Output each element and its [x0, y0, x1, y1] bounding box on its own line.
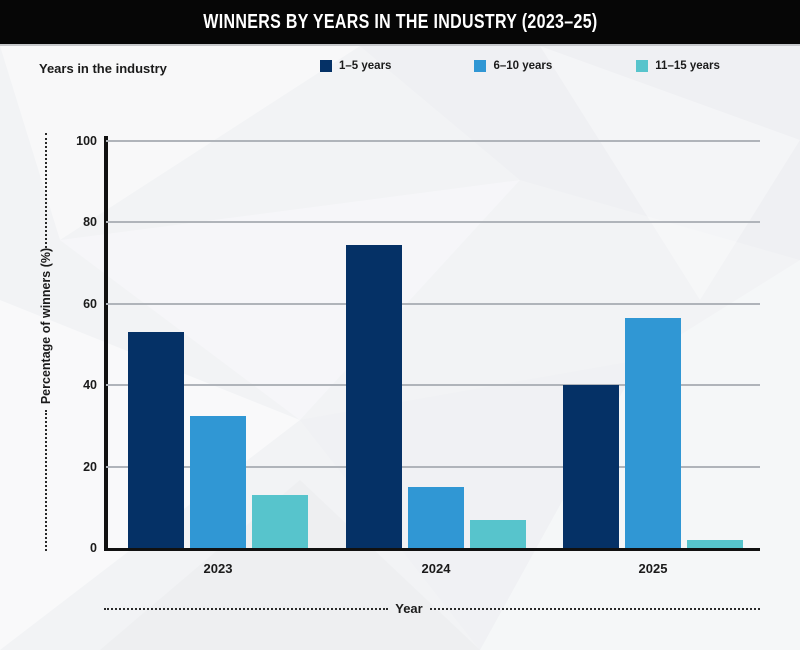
- y-tick-label-100: 100: [76, 134, 97, 148]
- x-category-label-2023: 2023: [203, 561, 233, 576]
- x-axis-line: [104, 548, 760, 551]
- legend-item-label: 6–10 years: [493, 60, 553, 72]
- legend-swatch-icon: [320, 60, 332, 72]
- legend-item-6-10-years: 6–10 years: [474, 60, 552, 72]
- y-tick-label-20: 20: [83, 459, 97, 474]
- legend-items: 1–5 years 6–10 years 11–15 years: [320, 60, 720, 72]
- gridline-40: [106, 384, 760, 387]
- bar-2023-1-5-years: [128, 332, 184, 548]
- legend-item-11-15-years: 11–15 years: [636, 60, 720, 72]
- legend-item-1-5-years: 1–5 years: [320, 60, 391, 72]
- bar-2024-11-15-years: [470, 519, 526, 548]
- y-tick-label-60: 60: [83, 296, 97, 311]
- gridline-20: [106, 465, 760, 468]
- y-axis-line: [104, 136, 108, 551]
- bar-2024-6-10-years: [408, 486, 464, 548]
- y-tick-label-80: 80: [83, 215, 97, 230]
- legend-swatch-icon: [474, 60, 487, 72]
- gridline-100: [106, 140, 760, 142]
- x-category-label-2024: 2024: [421, 561, 451, 576]
- legend-item-label: 11–15 years: [655, 60, 720, 72]
- chart-title: WINNERS BY YEARS IN THE INDUSTRY (2023–2…: [202, 10, 598, 33]
- y-axis-dotted-line-top: [45, 133, 47, 248]
- legend-title: Years in the industry: [39, 61, 167, 76]
- y-tick-label-0: 0: [90, 541, 97, 555]
- x-axis-title: Year: [395, 601, 423, 616]
- legend-swatch-icon: [636, 60, 649, 72]
- y-axis-dotted-line-bottom: [45, 410, 47, 551]
- y-tick-label-40: 40: [83, 378, 97, 393]
- gridline-80: [106, 221, 760, 224]
- x-category-label-2025: 2025: [638, 561, 668, 576]
- legend-row: Years in the industry 1–5 years 6–10 year…: [0, 46, 800, 86]
- header-bar: WINNERS BY YEARS IN THE INDUSTRY (2023–2…: [0, 0, 800, 46]
- gridline-60: [106, 302, 760, 305]
- bar-2025-11-15-years: [687, 539, 743, 548]
- bar-2024-1-5-years: [346, 244, 402, 548]
- bar-2023-11-15-years: [252, 495, 308, 548]
- x-axis-dotted-line-left: [104, 608, 388, 610]
- bar-2025-1-5-years: [563, 385, 619, 548]
- legend-item-label: 1–5 years: [339, 60, 392, 72]
- bar-2023-6-10-years: [190, 415, 246, 548]
- x-axis-dotted-line-right: [430, 608, 760, 610]
- bar-2025-6-10-years: [625, 318, 681, 548]
